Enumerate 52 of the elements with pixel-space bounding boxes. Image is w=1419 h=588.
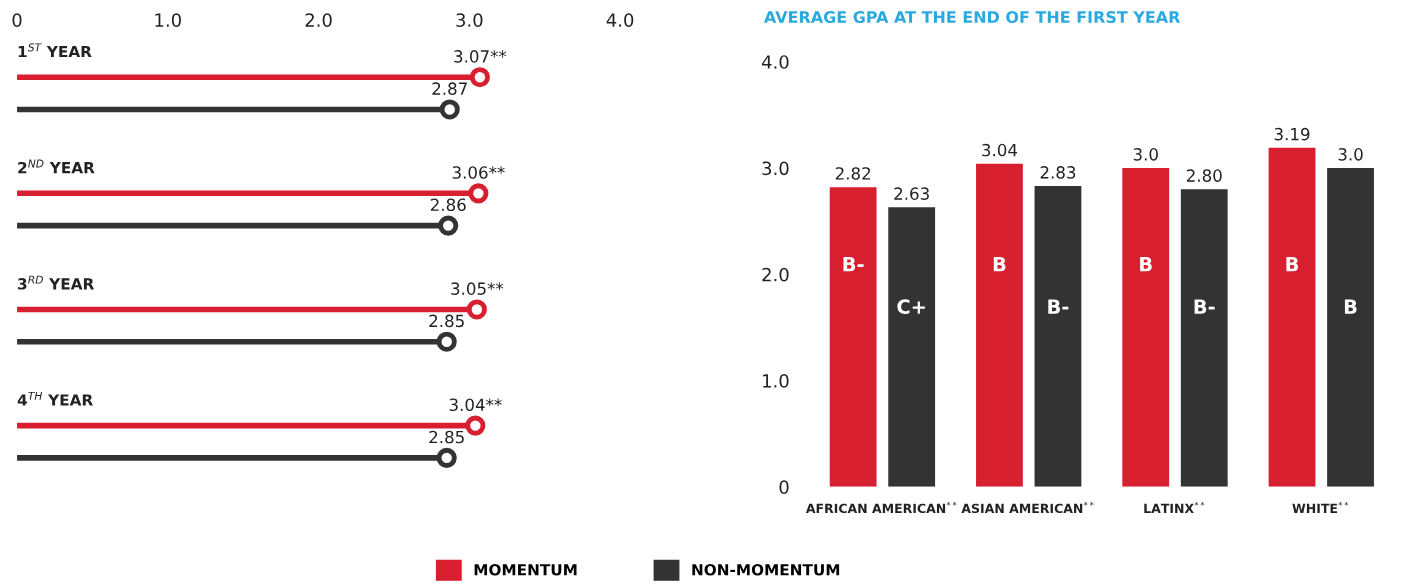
data-label: 3.05** xyxy=(451,282,504,295)
bar xyxy=(1034,186,1082,487)
y-tick-label: 0 xyxy=(779,480,789,494)
bar xyxy=(1122,168,1170,487)
data-label: 2.83 xyxy=(1040,166,1076,179)
bar xyxy=(976,163,1023,487)
y-tick-label: 1$^{ST}$ YEAR xyxy=(18,43,92,58)
y-tick-label: 3.0 xyxy=(762,161,789,176)
y-tick-label: 3$^{RD}$ YEAR xyxy=(18,275,94,290)
annotation: B xyxy=(993,256,1006,272)
annotation: B xyxy=(1344,299,1357,314)
data-label: 3.06** xyxy=(452,166,505,179)
data-label: 2.80 xyxy=(1186,169,1222,182)
annotation: B- xyxy=(1194,299,1215,314)
bar xyxy=(1180,189,1228,487)
data-label: 2.85 xyxy=(429,430,464,444)
data-label: 3.04 xyxy=(982,143,1018,157)
data-label: 2.63 xyxy=(894,187,929,200)
y-tick-label: 4.0 xyxy=(761,55,789,69)
x-tick-label: ASIAN AMERICAN$^{**}$ xyxy=(961,501,1094,514)
bar xyxy=(1327,168,1374,487)
annotation: B- xyxy=(843,256,864,272)
y-tick-label: 2.0 xyxy=(762,267,789,282)
data-label: 2.87 xyxy=(432,82,467,95)
x-tick-label: 2.0 xyxy=(305,13,332,27)
annotation: B xyxy=(1140,256,1152,272)
x-tick-label: WHITE$^{**}$ xyxy=(1292,501,1349,513)
x-tick-label: AFRICAN AMERICAN$^{**}$ xyxy=(805,501,957,514)
annotation: B xyxy=(1286,256,1299,272)
data-label: 2.82 xyxy=(835,167,871,180)
y-tick-label: 4$^{TH}$ YEAR xyxy=(17,391,93,406)
y-tick-label: 1.0 xyxy=(763,374,789,388)
legend-label: NON-MOMENTUM xyxy=(692,563,840,576)
data-label: 2.85 xyxy=(429,314,464,328)
x-tick-label: 1.0 xyxy=(155,13,181,27)
data-label: 3.19 xyxy=(1274,127,1310,141)
x-tick-label: 3.0 xyxy=(456,13,483,27)
annotation: B- xyxy=(1048,299,1069,314)
legend-label: MOMENTUM xyxy=(474,563,577,576)
data-label: 3.04** xyxy=(449,398,502,412)
x-tick-label: LATINX$^{**}$ xyxy=(1144,501,1205,513)
chart-title: AVERAGE GPA AT THE END OF THE FIRST YEAR xyxy=(764,11,1181,24)
bar xyxy=(1268,147,1316,487)
bar xyxy=(888,207,936,487)
data-label: 3.0 xyxy=(1133,148,1158,161)
data-label: 3.0 xyxy=(1338,148,1363,161)
bar xyxy=(829,187,877,487)
y-tick-label: 2$^{ND}$ YEAR xyxy=(18,159,95,174)
data-label: 3.07** xyxy=(454,50,507,63)
x-tick-label: 4.0 xyxy=(606,13,634,27)
data-label: 2.86 xyxy=(430,198,466,212)
annotation: C+ xyxy=(897,299,925,314)
